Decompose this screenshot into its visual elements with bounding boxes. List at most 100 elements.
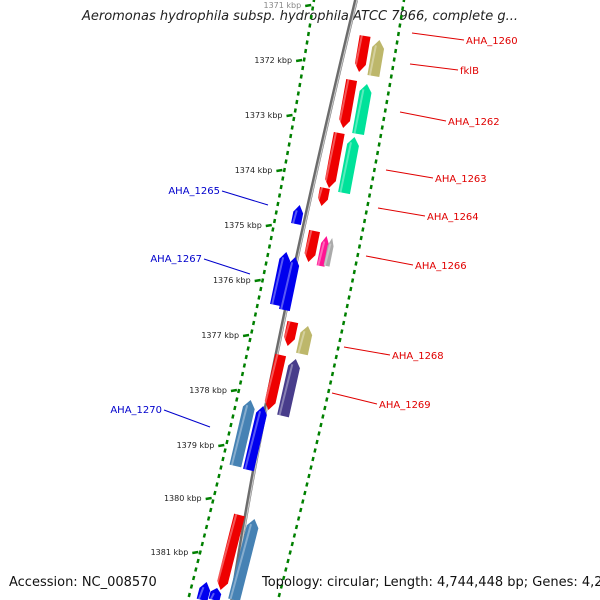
gene-feature-bottom-4[interactable] <box>208 588 222 600</box>
map-title: Aeromonas hydrophila subsp. hydrophila A… <box>81 9 519 24</box>
ring-dot <box>386 91 390 96</box>
ring-dot <box>350 278 355 283</box>
ring-dot <box>332 363 337 368</box>
ring-dot <box>299 74 303 79</box>
gene-label[interactable]: AHA_1269 <box>379 400 431 411</box>
ring-dot <box>293 108 297 113</box>
gene-label[interactable]: AHA_1265 <box>168 186 220 197</box>
ring-dot <box>209 507 213 513</box>
ring-dot <box>302 57 306 62</box>
gene-label[interactable]: AHA_1267 <box>150 254 202 265</box>
tick-label: 1381 kbp <box>151 548 189 557</box>
ring-dot <box>271 227 275 232</box>
gene-label[interactable]: AHA_1262 <box>448 117 500 128</box>
gene-feature-aha-1269-b[interactable] <box>277 359 300 418</box>
gene-label[interactable]: AHA_1270 <box>110 405 162 416</box>
ring-dot <box>328 380 333 385</box>
leader-line <box>385 169 434 179</box>
ring-dot <box>290 125 294 130</box>
gene-feature-aha-1270-b[interactable] <box>243 406 267 472</box>
ring-dot <box>233 405 237 411</box>
gene-label[interactable]: AHA_1268 <box>392 351 444 362</box>
ring-dot <box>313 448 317 453</box>
ring-dot <box>343 312 348 317</box>
ring-dot <box>371 176 375 181</box>
dotted-ring-layer <box>187 0 406 598</box>
ring-dot <box>264 261 268 266</box>
gene-label[interactable]: AHA_1263 <box>435 174 487 185</box>
gene-label[interactable]: AHA_1260 <box>466 36 518 47</box>
leader-line <box>331 392 378 405</box>
gene-feature-aha-1267-b[interactable] <box>279 257 300 312</box>
gene-feature-aha-1264[interactable] <box>317 187 330 206</box>
gene-label[interactable]: AHA_1266 <box>415 261 467 272</box>
ring-dot <box>311 456 315 462</box>
ring-dot <box>215 482 219 487</box>
ring-dot <box>242 363 247 368</box>
ring-dot <box>277 193 282 198</box>
tick-mark <box>276 168 283 173</box>
ring-dot <box>306 31 311 37</box>
gene-feature-aha-1262[interactable] <box>352 84 372 136</box>
leader-line <box>377 207 426 217</box>
ring-dot <box>298 82 302 88</box>
ring-dot <box>221 456 225 462</box>
ring-dot <box>272 218 277 224</box>
gene-feature-aha-1268-b[interactable] <box>296 326 313 356</box>
gene-feature-aha-1266[interactable] <box>304 229 320 262</box>
ring-dot <box>262 269 266 275</box>
ring-dot <box>305 40 309 45</box>
ring-dot <box>266 252 270 258</box>
ring-dot <box>276 201 280 207</box>
ring-dot <box>391 65 395 71</box>
ring-dot <box>379 133 383 139</box>
ring-dot <box>383 108 387 113</box>
ring-dot <box>382 116 386 122</box>
labels-layer: AHA_1260 fklB AHA_1262 AHA_1263 AHA_1264 AHA_… <box>110 32 518 428</box>
ring-dot <box>200 541 205 547</box>
ring-dot <box>284 567 288 572</box>
gene-feature-aha-1268[interactable] <box>283 320 299 346</box>
ring-dot <box>248 337 252 343</box>
gene-feature-fklb[interactable] <box>338 79 358 128</box>
gene-feature-aha-1266-c[interactable] <box>323 238 334 267</box>
gene-feature-aha-1270[interactable] <box>229 400 255 468</box>
gene-feature-aha-1265[interactable] <box>291 205 304 225</box>
ring-dot <box>395 40 399 45</box>
ring-dot <box>401 6 405 11</box>
ring-dot <box>279 584 284 589</box>
gene-feature-aha-1260[interactable] <box>354 35 371 72</box>
gene-feature-aha-1260-b[interactable] <box>367 40 385 78</box>
ring-dot <box>349 286 353 292</box>
tick-label: 1374 kbp <box>235 166 273 175</box>
ring-dot <box>235 397 239 402</box>
gene-feature-aha-1263[interactable] <box>324 131 345 188</box>
ring-dot <box>304 48 308 54</box>
gene-feature-aha-1269[interactable] <box>264 353 287 410</box>
ring-dot <box>292 533 297 538</box>
gene-label[interactable]: fklB <box>460 66 479 77</box>
ring-dot <box>206 516 211 521</box>
ring-dot <box>301 499 305 504</box>
ring-dot <box>308 23 312 28</box>
ring-dot <box>187 592 192 598</box>
ring-dot <box>286 558 290 564</box>
features-layer <box>196 35 385 600</box>
tick-label: 1378 kbp <box>189 386 227 395</box>
ring-dot <box>315 439 319 445</box>
ring-dot <box>312 0 316 3</box>
ring-dot <box>223 448 227 453</box>
ring-dot <box>396 31 401 37</box>
gene-feature-aha-1267[interactable] <box>270 252 291 307</box>
gene-label[interactable]: AHA_1264 <box>427 212 479 223</box>
ring-dot <box>246 346 250 351</box>
ring-dot <box>361 227 365 232</box>
gene-feature-bottom-1[interactable] <box>216 513 245 590</box>
tick-mark <box>218 443 225 448</box>
gene-feature-aha-1263-b[interactable] <box>338 137 359 195</box>
ring-dot <box>402 0 406 3</box>
gene-feature-bottom-3[interactable] <box>196 582 211 600</box>
gene-feature-bottom-2[interactable] <box>228 519 259 600</box>
ring-dot <box>309 465 313 470</box>
